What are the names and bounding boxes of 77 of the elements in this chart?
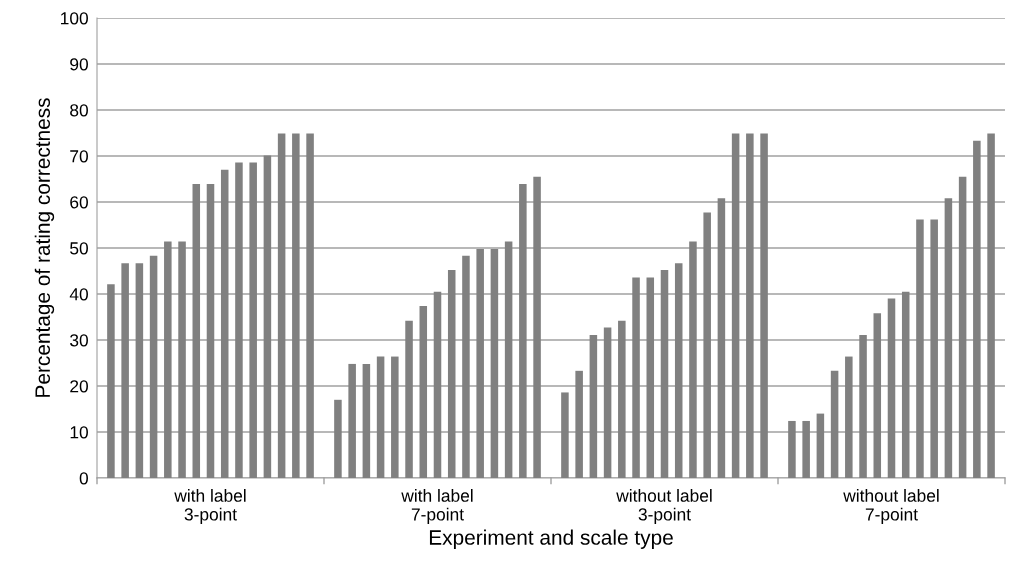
bar <box>632 277 640 478</box>
bar <box>306 133 314 478</box>
bar <box>164 241 172 478</box>
bar <box>135 263 144 478</box>
y-tick-label: 10 <box>70 426 88 439</box>
bar <box>973 140 981 478</box>
bar <box>717 198 726 478</box>
x-tick-label: with label 3-point <box>174 489 246 524</box>
bar <box>987 133 995 478</box>
x-tick-label: with label 7-point <box>401 489 473 524</box>
y-axis-title: Percentage of rating correctness <box>34 98 55 397</box>
bar <box>490 248 499 478</box>
bar <box>391 356 399 478</box>
bar <box>561 392 569 478</box>
bar <box>873 313 882 478</box>
y-tick-label: 20 <box>70 380 88 393</box>
bar <box>816 413 825 478</box>
bar <box>249 162 257 478</box>
y-tick-label: 40 <box>69 288 88 301</box>
bar <box>760 133 768 478</box>
bar <box>916 219 924 478</box>
bar <box>376 356 385 478</box>
bar <box>433 291 442 478</box>
y-tick-label: 30 <box>70 334 88 347</box>
bar <box>646 277 655 478</box>
bar <box>192 184 201 478</box>
bar <box>533 176 541 478</box>
bar <box>845 356 853 478</box>
bar <box>930 219 938 478</box>
bar <box>476 248 484 478</box>
x-axis-title: Experiment and scale type <box>429 529 673 549</box>
bar <box>575 370 583 478</box>
bar <box>206 184 215 478</box>
bar <box>121 263 129 478</box>
bar <box>731 133 740 478</box>
y-tick-label: 0 <box>79 472 88 485</box>
bar <box>887 298 896 478</box>
bar <box>802 420 810 478</box>
bar <box>348 363 356 478</box>
y-tick-label: 50 <box>70 242 88 255</box>
bar <box>504 241 513 478</box>
x-tick-label: without label 3-point <box>616 489 712 524</box>
bar <box>235 162 243 478</box>
bar <box>462 255 470 478</box>
bar <box>277 133 286 478</box>
bar <box>519 184 527 478</box>
bar <box>746 133 754 478</box>
bar <box>859 334 867 478</box>
bar <box>689 241 697 478</box>
x-tick-label: without label 7-point <box>843 489 939 524</box>
y-tick-label: 60 <box>70 196 88 209</box>
bar <box>178 241 186 478</box>
y-tick-label: 90 <box>70 58 88 71</box>
bar <box>107 284 115 478</box>
bar <box>292 133 300 478</box>
bar <box>362 363 371 478</box>
bar <box>674 263 683 478</box>
y-tick-label: 70 <box>70 150 88 163</box>
bar <box>618 320 626 478</box>
bar <box>447 270 456 478</box>
bar <box>958 176 967 478</box>
bar <box>944 198 953 478</box>
bar <box>603 327 612 478</box>
bar <box>334 399 342 478</box>
y-tick-label: 100 <box>61 12 88 25</box>
bar <box>830 370 839 478</box>
y-tick-label: 80 <box>70 104 88 117</box>
bar <box>263 155 272 478</box>
bar <box>901 291 910 478</box>
bar <box>589 334 598 478</box>
bar <box>149 255 158 478</box>
bar <box>703 212 711 478</box>
bar <box>220 169 229 478</box>
bar <box>788 420 796 478</box>
bar <box>405 320 413 478</box>
bar <box>419 305 428 478</box>
bar <box>660 270 669 478</box>
